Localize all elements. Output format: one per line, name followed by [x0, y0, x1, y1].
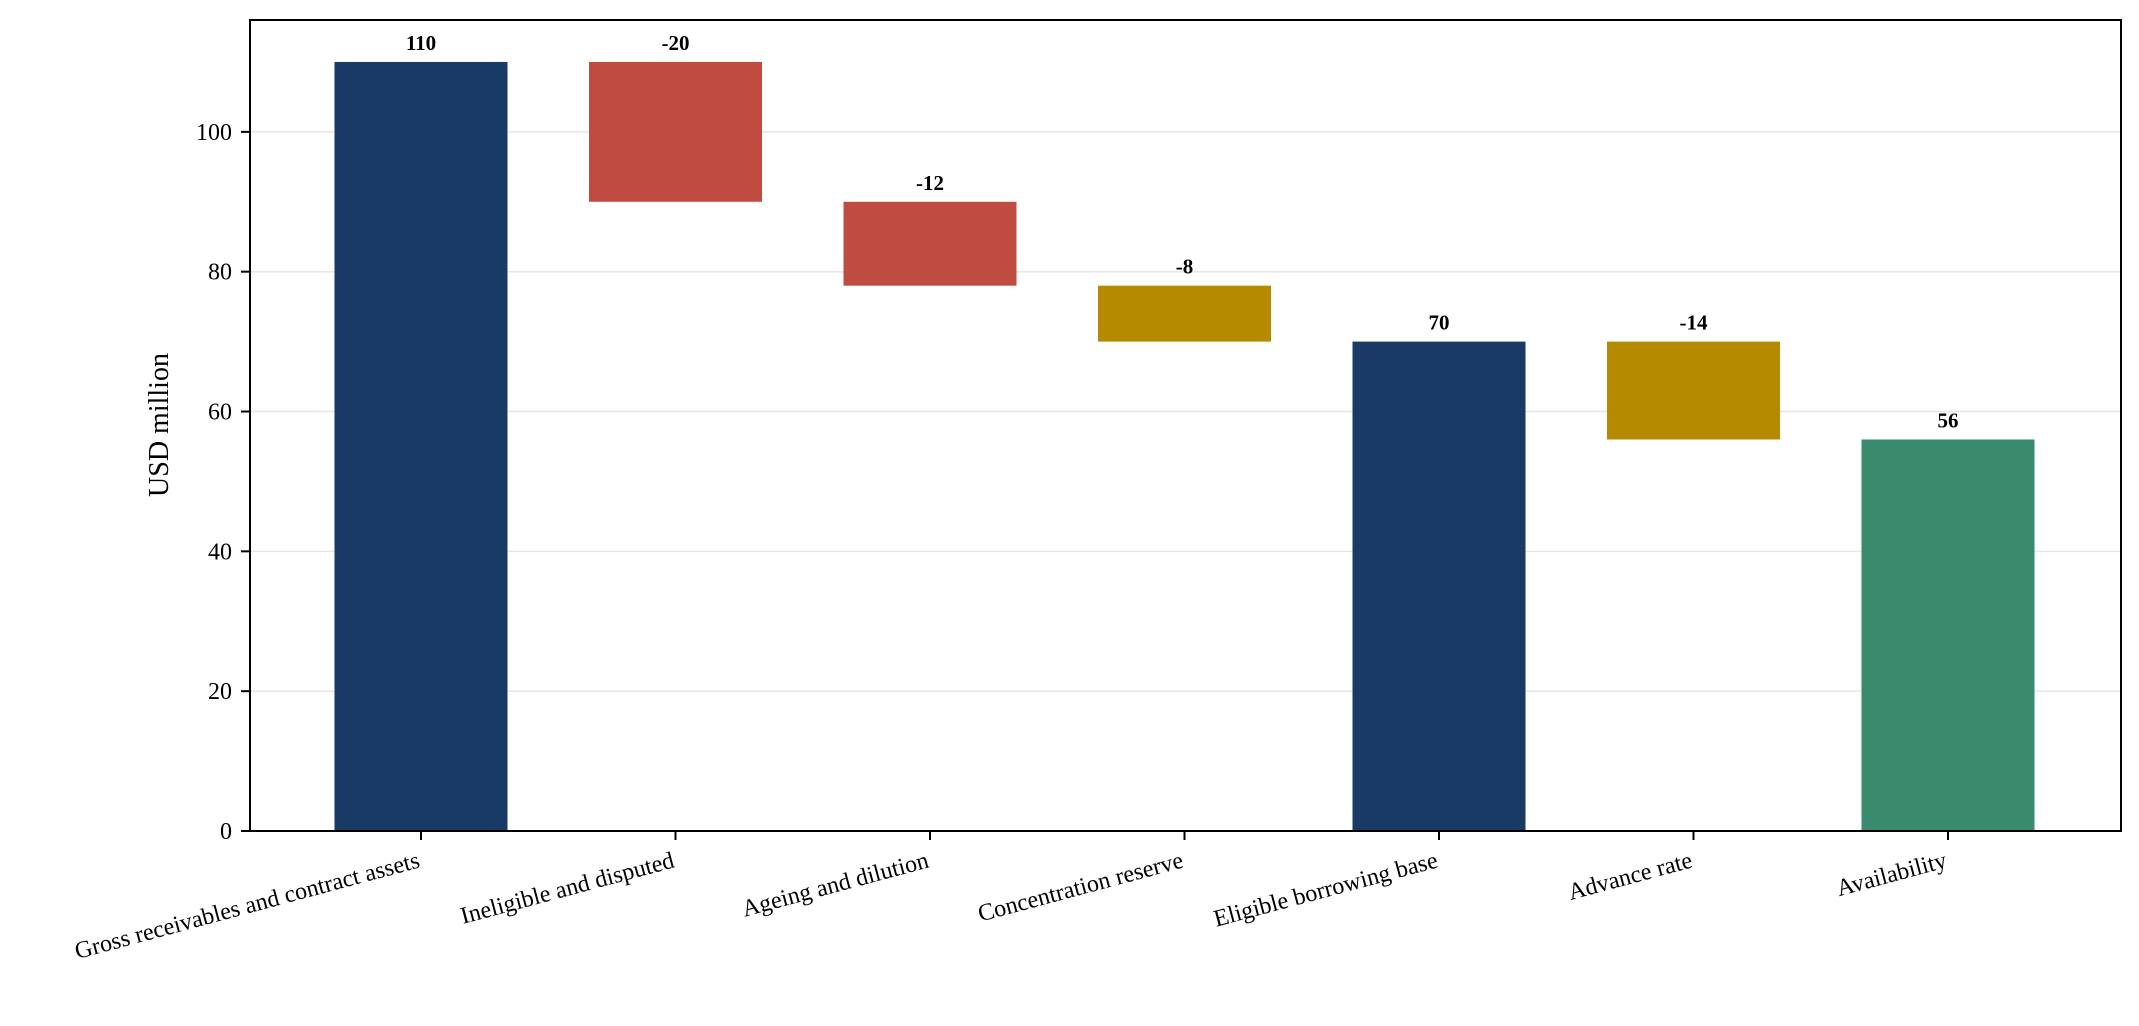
y-tick-label: 0	[220, 819, 232, 845]
x-tick-label: Advance rate	[1565, 848, 1695, 906]
plot-frame	[249, 19, 2122, 832]
y-axis-ticks: 0 20 40 60 80 100	[196, 120, 250, 845]
x-axis-ticks: Gross receivables and contract assets Ine…	[72, 831, 1950, 965]
bar	[1861, 439, 2035, 831]
bars	[334, 61, 2035, 831]
gridlines	[250, 131, 2121, 692]
y-tick-label: 100	[196, 120, 232, 146]
data-label: -14	[1680, 311, 1708, 335]
data-labels: 110 -20 -12 -8 70 -14 56	[406, 31, 1959, 433]
x-tick-label: Availability	[1834, 848, 1950, 902]
x-tick-label: Ineligible and disputed	[458, 848, 677, 930]
data-label: -8	[1176, 255, 1194, 279]
data-label: -20	[662, 31, 690, 55]
y-tick-label: 60	[208, 400, 232, 426]
y-tick-label: 40	[208, 539, 232, 565]
bar	[1352, 341, 1526, 831]
data-label: 70	[1429, 311, 1450, 335]
bar	[843, 201, 1017, 286]
bar	[589, 61, 762, 202]
bar	[1607, 341, 1780, 440]
x-tick-label: Concentration reserve	[975, 848, 1186, 928]
y-axis-label: USD million	[144, 353, 175, 497]
y-tick-label: 20	[208, 679, 232, 705]
y-tick-label: 80	[208, 260, 232, 286]
x-tick-label: Gross receivables and contract assets	[72, 848, 422, 965]
data-label: 56	[1938, 408, 1959, 432]
bar	[334, 61, 508, 831]
x-tick-label: Ageing and dilution	[739, 848, 931, 923]
x-tick-label: Eligible borrowing base	[1211, 848, 1440, 933]
bar	[1098, 285, 1271, 342]
data-label: 110	[406, 31, 436, 55]
data-label: -12	[916, 171, 944, 195]
